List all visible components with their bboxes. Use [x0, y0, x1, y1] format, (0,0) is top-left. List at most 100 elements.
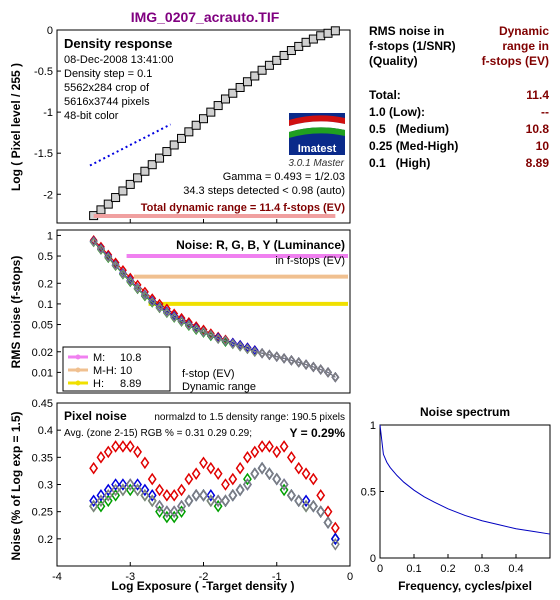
density-point [286, 46, 296, 56]
pixel-noise-point [228, 489, 238, 502]
header-right-3: f-stops (EV) [481, 54, 549, 68]
legend-value: 8.89 [120, 378, 141, 390]
density-point [184, 127, 194, 137]
density-point [125, 179, 135, 189]
density-point [191, 120, 201, 130]
row-label: Total: [369, 88, 401, 102]
density-point [118, 186, 128, 196]
table-row: 0.5 (Medium) 10.8 [369, 121, 549, 138]
pixel-noise-point [265, 467, 274, 480]
noise-point [302, 359, 310, 370]
pixel-noise-point [286, 489, 296, 502]
pixel-noise-point [316, 505, 326, 518]
y-tick-label: 0.1 [38, 299, 53, 311]
pixel-noise-point [316, 505, 326, 518]
x-tick-label: -2 [199, 571, 209, 583]
pixel-noise-point [118, 440, 128, 453]
gamma-text: Gamma = 0.493 = 1/2.03 [223, 171, 345, 183]
noise-point [104, 252, 113, 263]
pixel-noise-point [250, 467, 260, 480]
noise-point [126, 275, 135, 287]
noise-point [206, 328, 215, 339]
y-tick-label: -1 [43, 107, 53, 119]
pixel-noise-point [316, 489, 326, 502]
noise-point [265, 349, 274, 361]
pixel-noise-point [206, 489, 216, 502]
pixel-noise-point [272, 472, 282, 486]
pixel-noise-point [221, 494, 230, 508]
row-value: 11.4 [526, 88, 549, 102]
pixel-noise-point [184, 472, 194, 486]
density-point [242, 77, 252, 87]
pixel-noise-point [235, 483, 245, 497]
header-left: RMS noise in f-stops (1/SNR) (Quality) [369, 24, 456, 69]
density-meta: 08-Dec-2008 13:41:00 Density step = 0.1 … [64, 54, 173, 122]
density-heading: Density response [64, 36, 172, 51]
pixel-noise-point [272, 445, 282, 459]
pixel-xlabel: Log Exposure ( -Target density ) [111, 579, 294, 593]
pixel-noise-point [294, 494, 304, 508]
noise-point [111, 260, 120, 271]
noise-point [97, 241, 105, 253]
pixel-noise-point [155, 505, 164, 518]
pixel-noise-point [199, 456, 208, 470]
pixel-noise-point [272, 472, 282, 486]
noise-point [140, 290, 149, 301]
noise-spectrum-plot: 0 0.1 0.2 0.3 0.4 1 0.5 0 [361, 420, 551, 575]
table-row: 0.1 (High) 8.89 [369, 155, 549, 172]
pixel-noise-point [257, 440, 267, 453]
row-value: 10.8 [525, 122, 549, 136]
pixel-noise-point [301, 499, 311, 513]
noise-plot-frame [56, 229, 351, 394]
y-tick-label: 1 [370, 420, 376, 432]
pixel-noise-point [221, 478, 230, 491]
legend-note-fstop: f-stop (EV) [182, 368, 235, 380]
pixel-noise-point [308, 499, 318, 513]
pixel-norm: normalzd to 1.5 density range: 190.5 pix… [154, 412, 345, 423]
header-left-1: RMS noise in [369, 24, 445, 38]
pixel-noise-point [265, 467, 274, 480]
pixel-noise-point [191, 489, 201, 502]
density-response-plot: 0 -0.5 -1 -1.5 -2 [34, 25, 351, 224]
pixel-noise-point [316, 505, 326, 518]
y-tick-label: 1 [47, 230, 53, 242]
pixel-noise-point [96, 494, 106, 508]
noise-ylabel: RMS noise (f-stops) [9, 256, 23, 369]
density-meta-step: Density step = 0.1 [64, 68, 152, 80]
pixel-noise-point [155, 499, 164, 513]
pixel-noise-point [286, 489, 296, 502]
density-point [228, 88, 238, 98]
pixel-noise-point [118, 478, 128, 491]
imatest-logo-text: Imatest [298, 143, 337, 155]
pixel-noise-point [133, 478, 142, 491]
noise-point [258, 348, 267, 359]
pixel-noise-point [265, 440, 274, 453]
density-point [199, 114, 208, 124]
spectrum-title: Noise spectrum [420, 405, 510, 419]
pixel-noise-point [294, 461, 304, 475]
pixel-noise-point [272, 472, 282, 486]
row-value: 8.89 [525, 156, 549, 170]
legend-label: H: [93, 378, 104, 390]
pixel-noise-point [103, 445, 113, 459]
density-meta-pixels: 5616x3744 pixels [64, 96, 150, 108]
pixel-noise-point [162, 489, 172, 502]
density-point [279, 50, 289, 60]
noise-point [162, 307, 171, 318]
pixel-noise-point [140, 483, 150, 497]
header-left-2: f-stops (1/SNR) [369, 39, 456, 53]
pixel-noise-point [206, 461, 216, 475]
pixel-noise-point [125, 483, 135, 497]
x-tick-label: 0 [347, 571, 353, 583]
spectrum-xlabel: Frequency, cycles/pixel [398, 579, 532, 593]
noise-point [118, 268, 127, 280]
pixel-noise-point [133, 483, 142, 497]
density-point [323, 28, 333, 38]
pixel-noise-point [294, 494, 304, 508]
row-value: -- [541, 105, 549, 119]
pixel-noise-point [191, 467, 201, 480]
pixel-noise-point [147, 489, 157, 502]
noise-point [294, 357, 303, 368]
noise-point [243, 343, 252, 355]
pixel-noise-point [301, 494, 311, 508]
